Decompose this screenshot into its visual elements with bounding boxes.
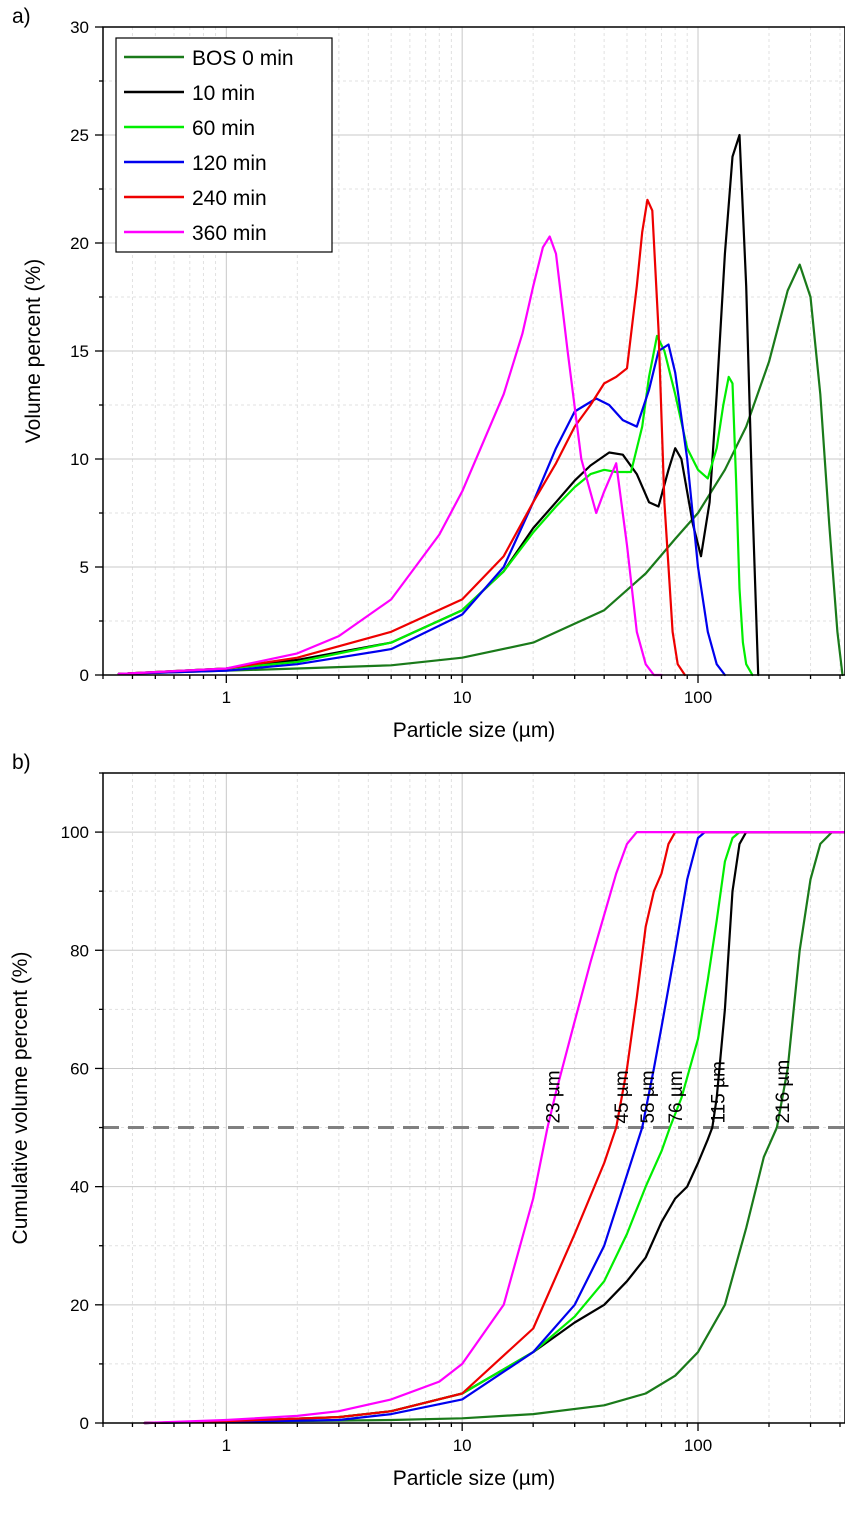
d50-label: 45 µm: [612, 1070, 633, 1123]
y-tick-label: 100: [61, 823, 89, 842]
series-line: [143, 831, 844, 1425]
legend-entry: BOS 0 min: [192, 47, 294, 70]
y-tick-label: 0: [80, 666, 89, 685]
legend-entry: 120 min: [192, 152, 267, 175]
series-line: [143, 831, 845, 1425]
y-tick-label: 25: [70, 126, 89, 145]
panel-a: 1 10 100 0 5 10 15 20 25 30 Particle size (µm) Volu…: [12, 5, 845, 742]
d50-label: 216 µm: [773, 1060, 794, 1124]
series-line: [117, 198, 686, 677]
y-tick-label: 15: [70, 342, 89, 361]
y-tick-label: 0: [80, 1414, 89, 1433]
x-tick-label: 1: [222, 1436, 231, 1455]
panel-label: b): [12, 751, 31, 774]
axes-frame: [102, 772, 845, 1424]
y-tick-label: 20: [70, 234, 89, 253]
x-axis-title: Particle size (µm): [393, 719, 556, 742]
x-tick-label: 100: [684, 688, 712, 707]
y-tick-label: 60: [70, 1059, 89, 1078]
y-tick-label: 10: [70, 450, 89, 469]
y-tick-label: 40: [70, 1178, 89, 1197]
x-tick-label: 1: [222, 688, 231, 707]
x-axis-title: Particle size (µm): [393, 1467, 556, 1490]
grid: [102, 773, 845, 1423]
y-tick-label: 20: [70, 1296, 89, 1315]
series-line: [117, 343, 726, 677]
legend-entry: 10 min: [192, 82, 255, 105]
y-tick-label: 30: [70, 18, 89, 37]
legend-entry: 60 min: [192, 117, 255, 140]
series-line: [143, 831, 845, 1425]
series-line: [117, 235, 663, 677]
x-tick-label: 100: [684, 1436, 712, 1455]
legend-entry: 240 min: [192, 187, 267, 210]
series-line: [117, 334, 754, 677]
series-line: [117, 263, 844, 677]
d50-label: 23 µm: [543, 1070, 564, 1123]
x-tick-label: 10: [453, 1436, 472, 1455]
panel-label: a): [12, 5, 31, 28]
y-tick-label: 5: [80, 558, 89, 577]
series-line: [143, 831, 845, 1425]
d50-label: 115 µm: [708, 1061, 729, 1123]
legend: BOS 0 min 10 min 60 min 120 min 240 min 360 m…: [115, 37, 333, 253]
y-axis-title: Volume percent (%): [22, 259, 45, 443]
y-tick-label: 80: [70, 941, 89, 960]
d50-label: 76 µm: [666, 1070, 687, 1123]
legend-entry: 360 min: [192, 222, 267, 245]
y-axis-title: Cumulative volume percent (%): [9, 952, 32, 1245]
x-tick-label: 10: [453, 688, 472, 707]
d50-label: 58 µm: [638, 1070, 659, 1123]
legend-box: [115, 37, 333, 253]
